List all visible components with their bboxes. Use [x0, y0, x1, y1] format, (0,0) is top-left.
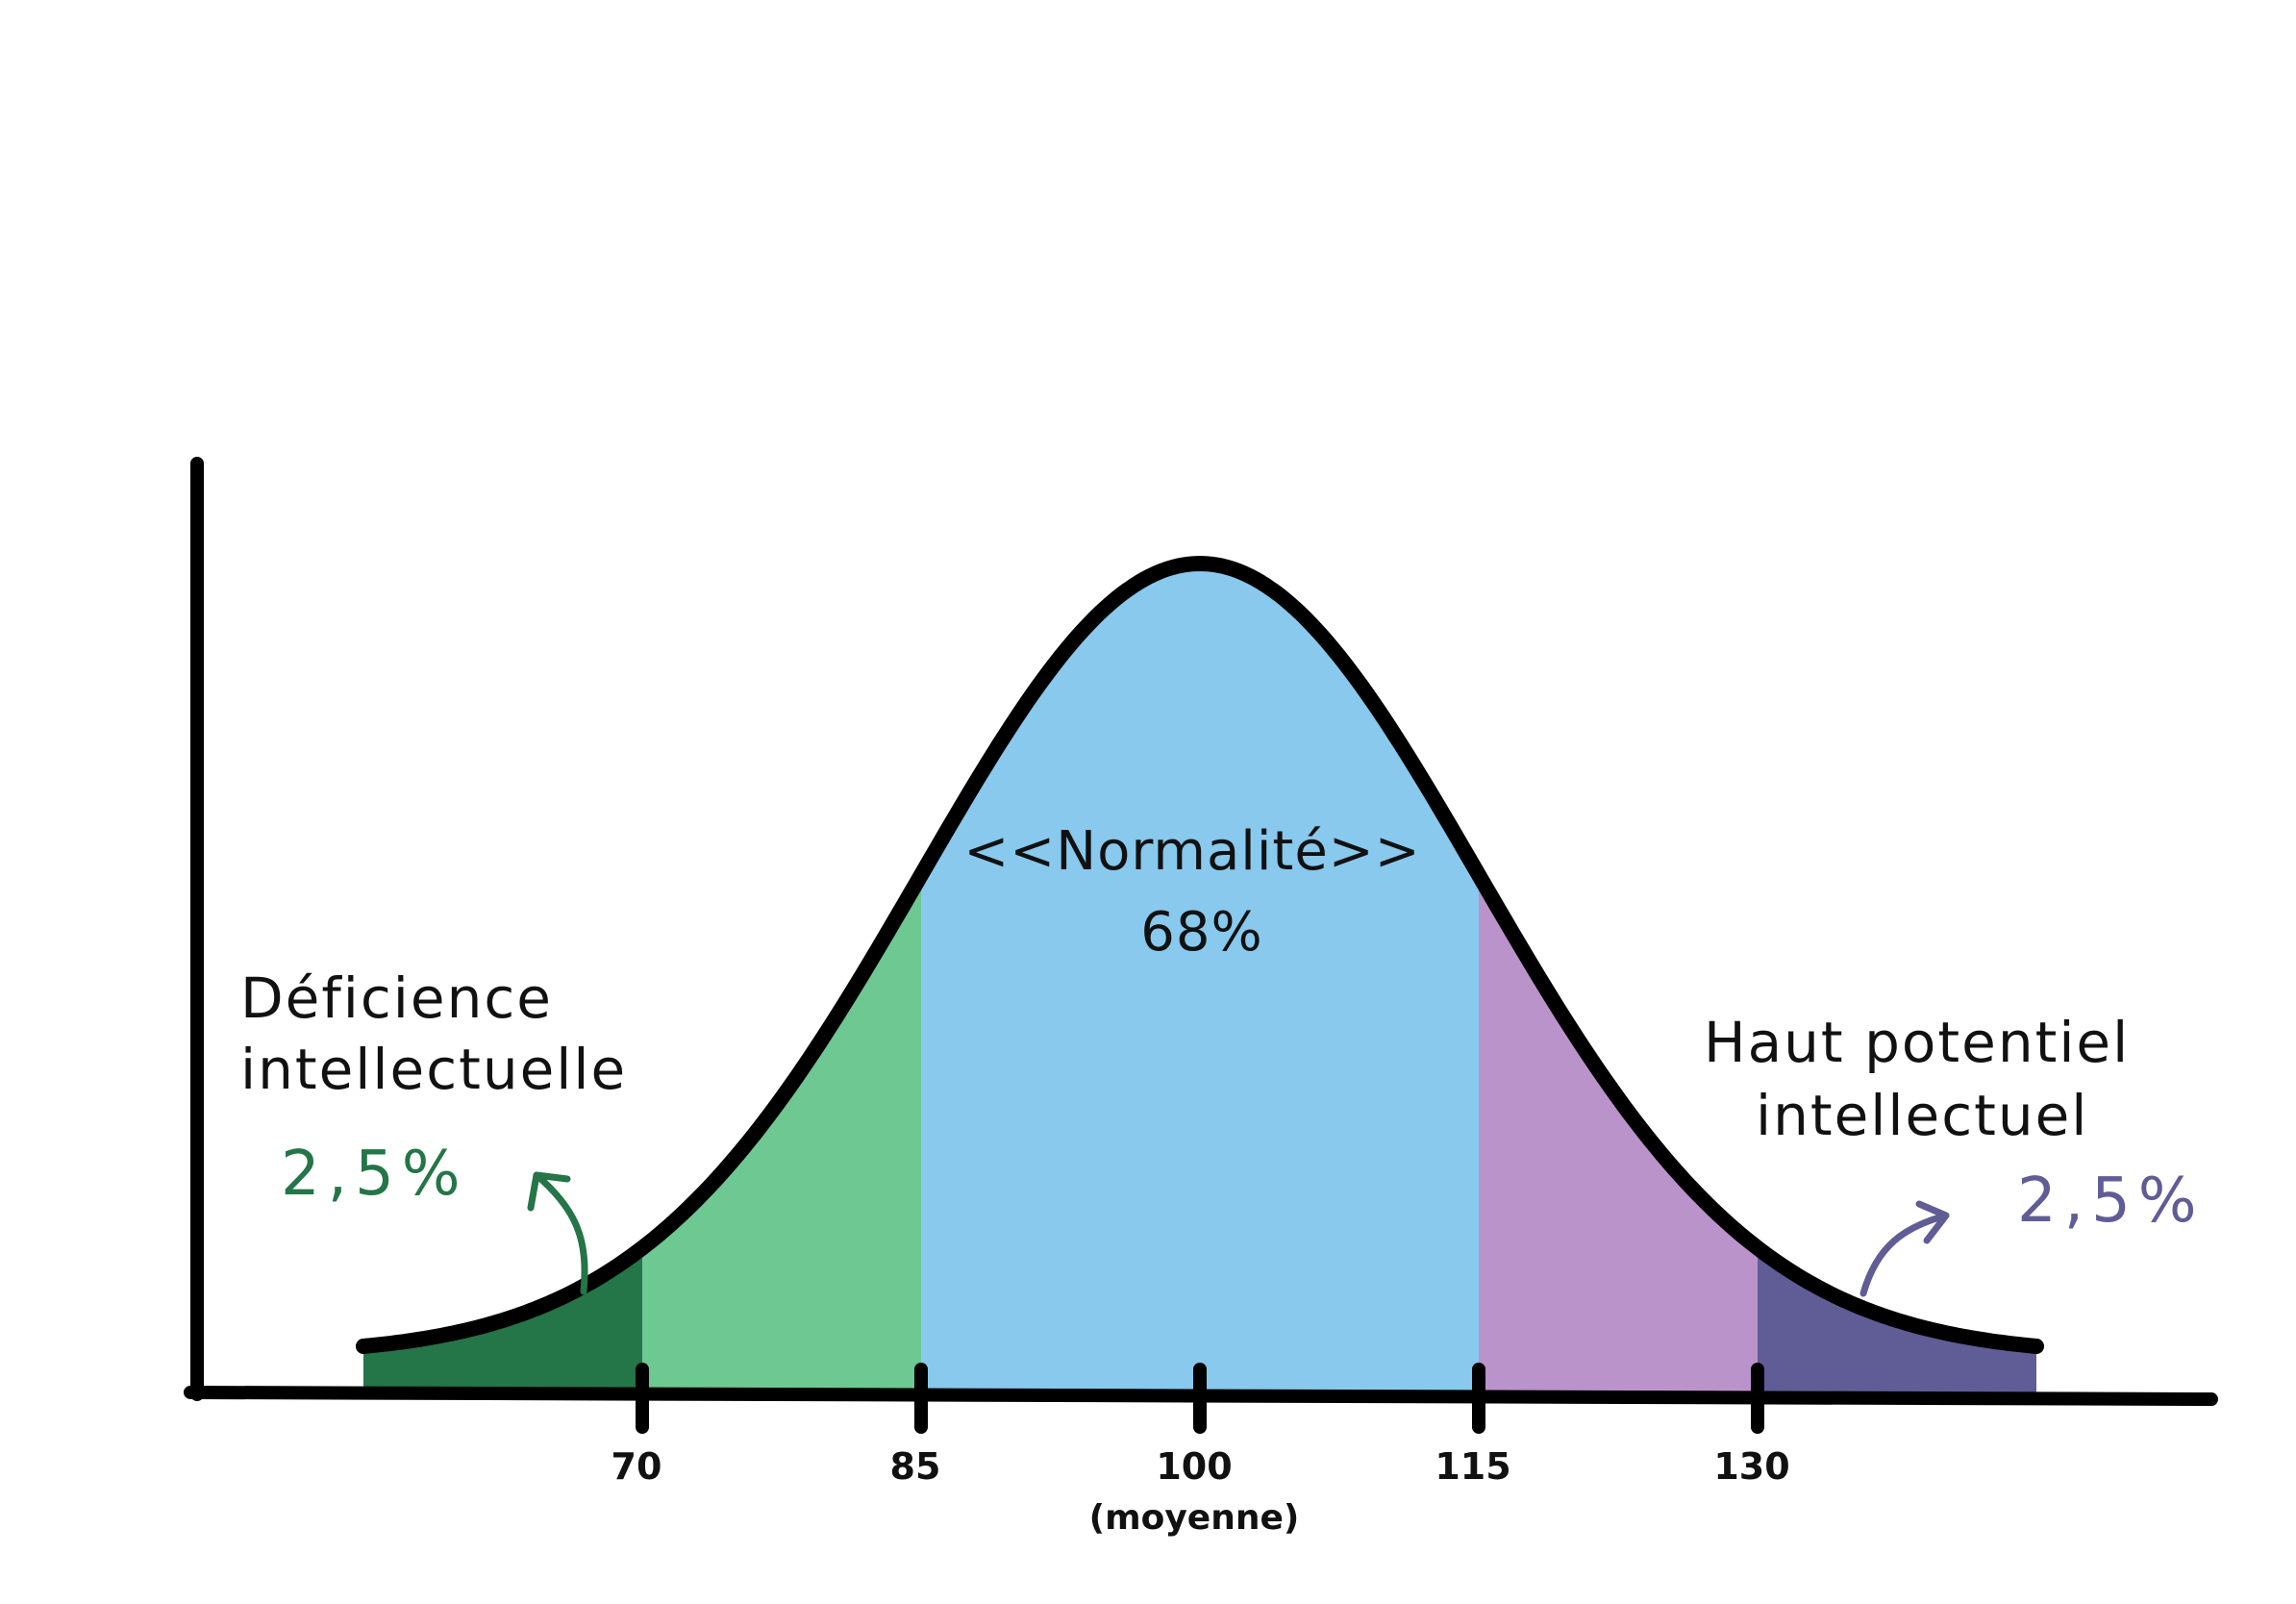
normalite-label: <<Normalité>>: [963, 820, 1420, 883]
region-2: [921, 564, 1479, 1392]
bell-curve: [356, 556, 2044, 1354]
tick-label-85: 85: [890, 1445, 941, 1488]
tick-label-130: 130: [1713, 1445, 1789, 1488]
region-4: [1758, 1247, 2036, 1392]
haut-potentiel-label-2: intellectuel: [1756, 1083, 2088, 1148]
tick-label-70: 70: [611, 1445, 662, 1488]
haut-potentiel-label: Haut potentiel: [1704, 1010, 2130, 1075]
right-arrow-icon: [1859, 1200, 1950, 1297]
tick-label-115: 115: [1435, 1445, 1510, 1488]
tick-label-100: 100: [1156, 1445, 1232, 1488]
left-arrow-icon: [527, 1171, 588, 1295]
haut-potentiel-percent: 2,5%: [2017, 1165, 2205, 1237]
normalite-percent: 68%: [1140, 901, 1262, 964]
deficience-label-2: intellectuelle: [240, 1037, 627, 1102]
region-0: [363, 1247, 642, 1392]
deficience-label: Déficience: [240, 965, 553, 1031]
deficience-percent: 2,5%: [281, 1139, 468, 1210]
x-ticks: 70 85 100 (moyenne) 115 130: [611, 1363, 1790, 1538]
tick-sublabel-100: (moyenne): [1089, 1498, 1300, 1538]
